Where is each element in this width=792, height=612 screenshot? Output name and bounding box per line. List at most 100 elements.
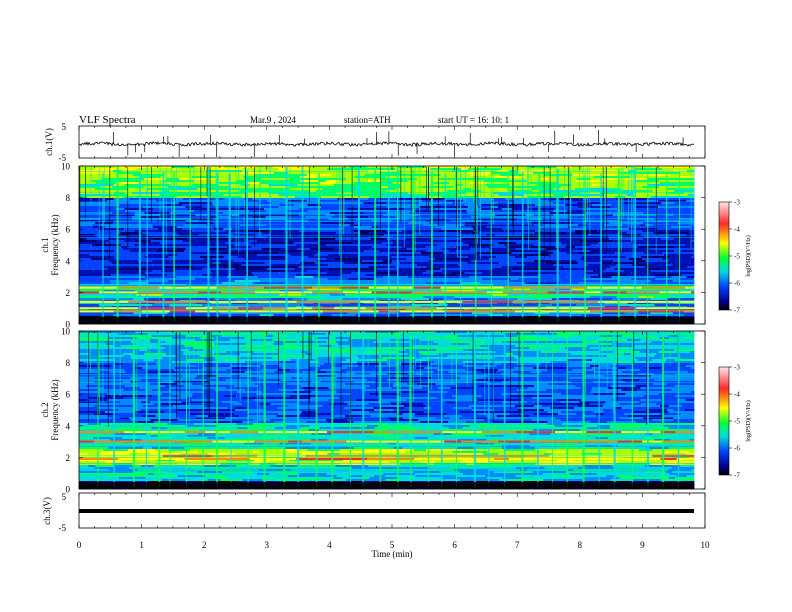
spec-cell	[178, 469, 200, 472]
spec-cell	[428, 359, 442, 362]
spec-cell	[373, 296, 380, 299]
spec-cell	[172, 385, 185, 388]
spec-cell	[202, 367, 213, 370]
spec-cell	[680, 413, 695, 416]
spec-cell	[494, 363, 502, 366]
spec-cell	[587, 345, 599, 348]
spec-cell	[194, 180, 213, 183]
spec-cell	[412, 232, 423, 235]
spec-cell	[287, 405, 323, 408]
spec-cell	[565, 331, 581, 334]
spec-cell	[421, 387, 438, 390]
spec-cell	[251, 453, 272, 456]
spec-cell	[427, 280, 448, 283]
spec-cell	[79, 266, 104, 269]
spec-cell	[619, 417, 643, 420]
spec-sferic	[444, 173, 447, 322]
spec-cell	[268, 242, 294, 245]
spec-cell	[497, 202, 509, 205]
spec-cell	[633, 437, 645, 440]
spec-cell	[560, 411, 594, 414]
spec-cell	[504, 216, 515, 219]
spec-cell	[528, 387, 551, 390]
spec-cell	[432, 172, 469, 175]
spec-cell	[389, 401, 417, 404]
spec-cell	[651, 451, 665, 454]
spec-cell	[516, 262, 546, 265]
spec-cell	[259, 186, 289, 189]
spec-cell	[321, 196, 335, 199]
spec-cell	[524, 429, 533, 432]
spec-cell	[120, 202, 145, 205]
spec-cell	[336, 391, 353, 394]
spec-cell	[480, 345, 516, 348]
spec-cell	[109, 260, 123, 263]
spec-cell	[169, 421, 189, 424]
spec-cell	[577, 409, 593, 412]
spec-cell	[448, 371, 475, 374]
spec-cell	[555, 268, 585, 271]
spec-cell	[207, 423, 217, 426]
spec-cell	[187, 208, 208, 211]
spec-cell	[650, 280, 659, 283]
spec-cell	[548, 200, 555, 203]
spec-cell	[634, 419, 644, 422]
spec-cell	[211, 196, 243, 199]
spec-cell	[579, 401, 606, 404]
spec-cell	[593, 399, 612, 402]
spec-cell	[248, 306, 264, 309]
spec-sferic	[617, 169, 620, 322]
spec-cell	[230, 419, 254, 422]
spec-streak	[98, 167, 100, 238]
spec-cell	[246, 200, 268, 203]
spec-cell	[169, 391, 194, 394]
spec-band	[287, 291, 313, 294]
spec-cell	[166, 178, 180, 181]
start-ut-label: start UT = 16: 10: 1	[438, 115, 509, 125]
spec-band	[128, 300, 176, 303]
spec-cell	[482, 256, 497, 259]
spec-cell	[538, 178, 549, 181]
spec-cell	[353, 421, 381, 424]
spec-cell	[349, 302, 365, 305]
spec-cell	[275, 170, 286, 173]
spec-cell	[491, 172, 518, 175]
spec-cell	[614, 196, 626, 199]
spec-cell	[492, 196, 528, 199]
spec-cell	[690, 391, 695, 394]
spec-cell	[143, 186, 168, 189]
spec-cell	[178, 202, 213, 205]
spec-cell	[518, 170, 554, 173]
spec-cell	[203, 276, 211, 279]
spec-cell	[581, 465, 613, 468]
spec-cell	[268, 298, 293, 301]
spec-band	[195, 310, 238, 313]
spec-cell	[278, 389, 305, 392]
spec-cell	[272, 359, 291, 362]
spec-cell	[576, 260, 584, 263]
spec-cell	[79, 383, 86, 386]
spec-cell	[114, 302, 138, 305]
spec-cell	[79, 306, 87, 309]
spec-cell	[222, 401, 239, 404]
spec-cell	[580, 387, 592, 390]
spec-cell	[550, 339, 568, 342]
spec-cell	[366, 379, 381, 382]
spec-cell	[381, 264, 417, 267]
spec-cell	[687, 306, 695, 309]
spec-cell	[152, 260, 171, 263]
spec-cell	[233, 445, 241, 448]
spec-cell	[194, 294, 229, 297]
spec-cell	[625, 397, 659, 400]
spec-cell	[113, 399, 146, 402]
spec-cell	[684, 393, 695, 396]
spec-cell	[403, 369, 432, 372]
spec-cell	[458, 232, 472, 235]
spec-cell	[358, 365, 376, 368]
spec-cell	[158, 387, 170, 390]
spec-cell	[251, 212, 285, 215]
spec-cell	[203, 349, 228, 352]
spec-cell	[318, 419, 327, 422]
spec-cell	[671, 290, 695, 293]
spec-cell	[328, 399, 356, 402]
